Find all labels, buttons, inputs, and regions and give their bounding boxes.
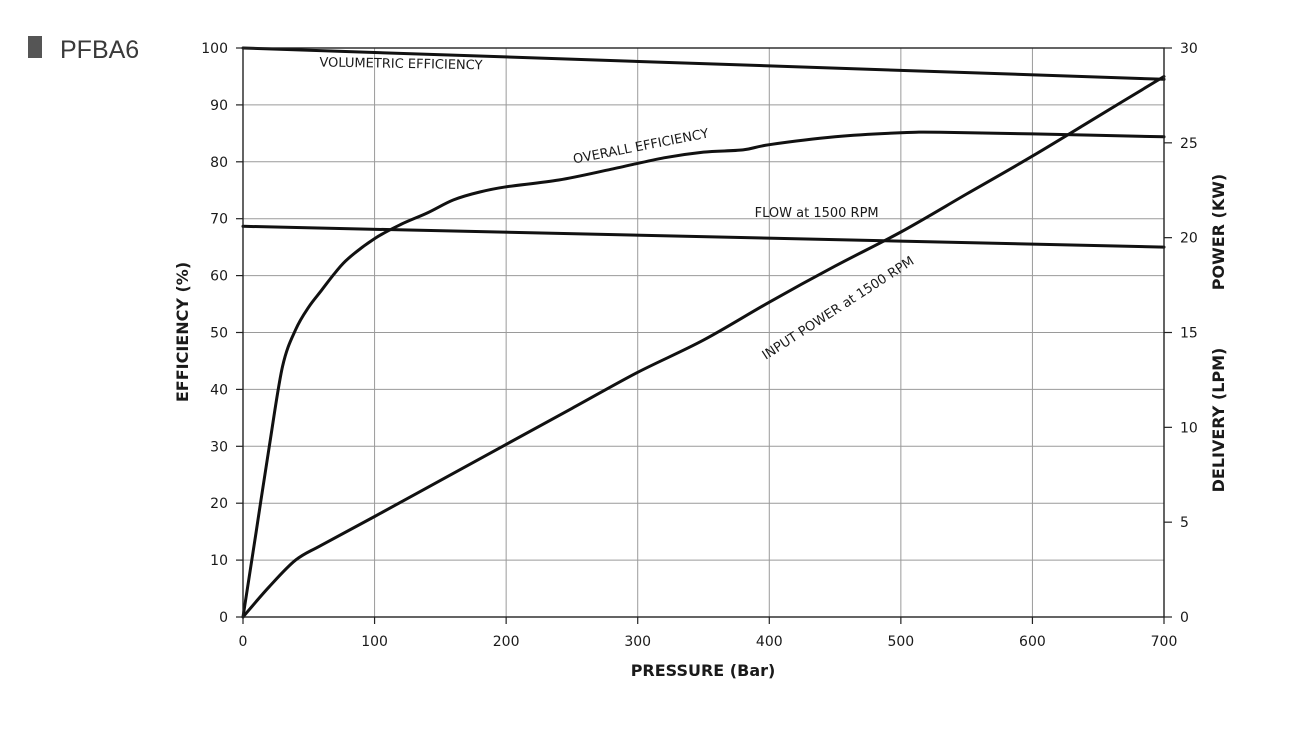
y2-axis-title-power: POWER (KW): [1209, 174, 1228, 290]
grid: [243, 48, 1164, 617]
x-tick-label: 200: [493, 634, 520, 650]
chart-heading: PFBA6: [60, 36, 139, 64]
heading-marker-icon: [28, 36, 42, 58]
y-tick-label: 80: [210, 155, 228, 171]
y2-tick-label: 20: [1180, 231, 1198, 247]
x-tick-label: 100: [361, 634, 388, 650]
series-line-volumetric-efficiency: [241, 46, 1166, 81]
y2-axis-ticks: 0 5 10 15 20 25 30: [1164, 41, 1198, 626]
series-line-overall-efficiency: [241, 130, 1166, 619]
y2-tick-label: 15: [1180, 326, 1198, 342]
y-tick-label: 100: [201, 41, 228, 57]
y-tick-label: 40: [210, 382, 228, 398]
x-tick-label: 300: [624, 634, 651, 650]
y-axis-title: EFFICIENCY (%): [173, 262, 192, 402]
y-tick-label: 0: [219, 610, 228, 626]
y2-tick-label: 30: [1180, 41, 1198, 57]
y-tick-label: 50: [210, 326, 228, 342]
x-tick-label: 400: [756, 634, 783, 650]
x-tick-label: 500: [887, 634, 914, 650]
x-axis-title: PRESSURE (Bar): [631, 661, 776, 680]
curves: [241, 46, 1166, 619]
x-axis-ticks: 0 100 200 300 400 500 600 700: [239, 617, 1178, 650]
series-line-flow-at-1500-rpm: [241, 224, 1166, 249]
y2-tick-label: 5: [1180, 515, 1189, 531]
y-axis-ticks: 0 10 20 30 40 50 60 70 80 90 100: [201, 41, 243, 626]
curve-label-volumetric-efficiency: VOLUMETRIC EFFICIENCY: [319, 55, 482, 73]
y-tick-label: 90: [210, 98, 228, 114]
x-tick-label: 700: [1151, 634, 1178, 650]
curve-label-flow-at-1500-rpm: FLOW at 1500 RPM: [755, 206, 879, 221]
x-tick-label: 0: [239, 634, 248, 650]
curve-label-input-power-at-1500-rpm: INPUT POWER at 1500 RPM: [760, 254, 917, 363]
y2-axis-title-delivery: DELIVERY (LPM): [1209, 348, 1228, 493]
y2-tick-label: 10: [1180, 420, 1198, 436]
y-tick-label: 20: [210, 496, 228, 512]
y2-tick-label: 0: [1180, 610, 1189, 626]
y2-tick-label: 25: [1180, 136, 1198, 152]
y-tick-label: 60: [210, 269, 228, 285]
y-tick-label: 10: [210, 553, 228, 569]
y-tick-label: 30: [210, 439, 228, 455]
y-tick-label: 70: [210, 212, 228, 228]
x-tick-label: 600: [1019, 634, 1046, 650]
series-line-input-power-at-1500-rpm: [241, 75, 1166, 619]
